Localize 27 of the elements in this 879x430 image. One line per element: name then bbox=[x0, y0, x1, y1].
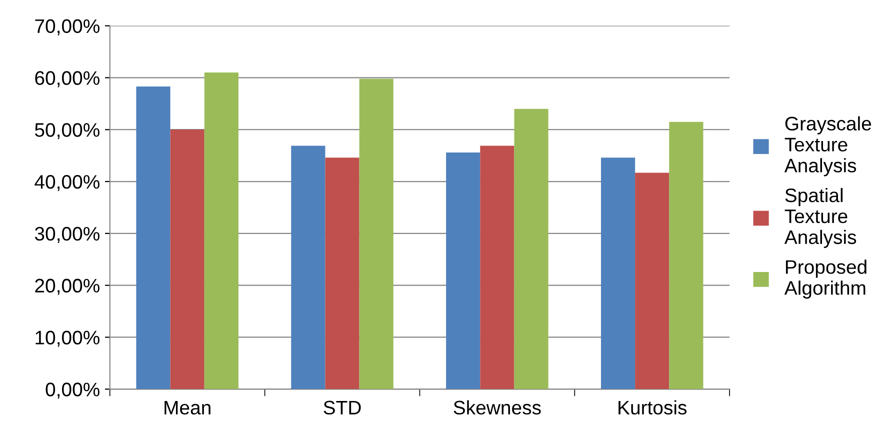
y-tick-label: 40,00% bbox=[34, 174, 100, 192]
x-tick-label: Mean bbox=[164, 400, 210, 415]
bar bbox=[204, 72, 238, 390]
y-tick-label: 20,00% bbox=[35, 278, 100, 295]
bar bbox=[170, 130, 204, 390]
y-tick-label: 60,00% bbox=[35, 71, 100, 88]
bar bbox=[359, 78, 394, 390]
bar bbox=[325, 158, 360, 390]
bar bbox=[291, 146, 326, 390]
y-tick-label: 30,00% bbox=[34, 226, 100, 243]
x-tick-label: Skewness bbox=[454, 400, 541, 415]
bar bbox=[600, 158, 636, 390]
bar bbox=[446, 152, 480, 390]
x-tick-label: STD bbox=[324, 400, 361, 415]
bar bbox=[514, 108, 548, 390]
bar bbox=[635, 172, 670, 390]
legend-label: Proposed Algorithm bbox=[784, 260, 866, 299]
legend-label: Spatial Texture Analysis bbox=[784, 188, 856, 248]
y-tick-label: 50,00% bbox=[34, 123, 100, 140]
y-tick-label: 10,00% bbox=[36, 330, 100, 347]
legend-label: Grayscale Texture Analysis bbox=[784, 116, 872, 176]
x-tick-label: Kurtosis bbox=[618, 400, 687, 415]
bar bbox=[480, 146, 514, 390]
bar bbox=[669, 122, 704, 390]
y-tick-label: 0,00% bbox=[46, 382, 100, 399]
y-tick-label: 70,00% bbox=[35, 19, 100, 36]
bar bbox=[136, 86, 170, 390]
